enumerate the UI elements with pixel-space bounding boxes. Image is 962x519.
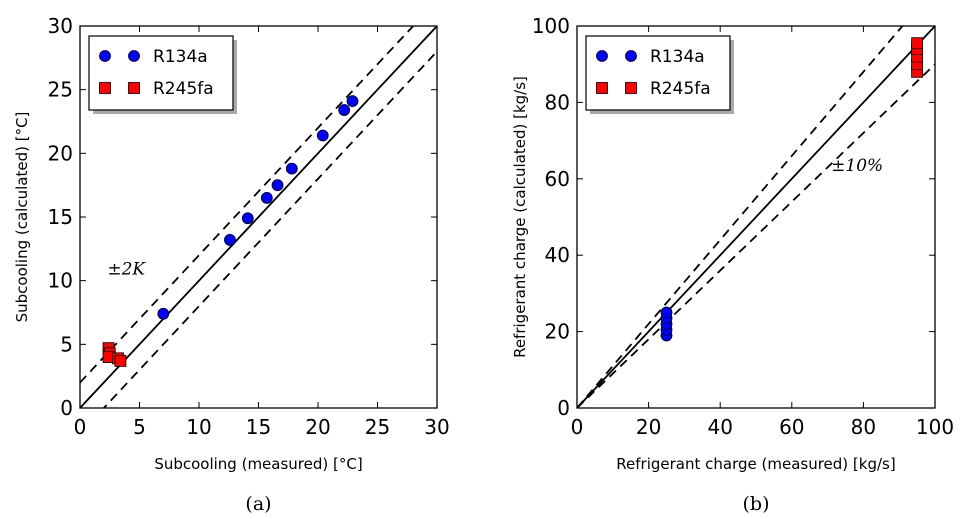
panel-label: (b) — [743, 493, 770, 515]
plot-frame — [576, 25, 936, 409]
legend-marker-r245fa — [128, 82, 140, 94]
legend-label-r245fa: R245fa — [650, 79, 711, 99]
series-r245fa — [911, 37, 923, 78]
x-tick-label: 0 — [571, 415, 584, 439]
chart-panel-1: 0 5 10 15 20 25 30 0 5 10 15 20 25 30 Subcooling (meas… — [13, 14, 450, 515]
x-tick-label: 100 — [916, 415, 954, 439]
y-tick-label: 30 — [48, 14, 73, 38]
x-tick-label: 20 — [305, 415, 330, 439]
legend-box — [585, 35, 731, 111]
reference-lines — [577, 26, 935, 408]
y-tick-label: 15 — [48, 205, 73, 229]
legend-label-r134a: R134a — [153, 47, 208, 67]
y-tick-label: 0 — [60, 396, 73, 420]
legend-marker-r134a — [596, 50, 608, 62]
data-point-r134a — [260, 191, 273, 204]
x-tick-label: 30 — [424, 415, 449, 439]
legend-marker-r245fa — [625, 82, 637, 94]
legend-marker-r134a — [625, 50, 637, 62]
x-axis-label: Subcooling (measured) [°C] — [154, 455, 362, 473]
reference-lines — [80, 26, 437, 408]
chart-panel-2: 0 20 40 60 80 100 0 20 40 60 80 100 Refrigerant char… — [511, 14, 954, 515]
data-point-r134a — [316, 129, 329, 142]
dashed-reference-line — [577, 63, 935, 408]
data-point-r134a — [346, 95, 359, 108]
data-point-r134a — [241, 212, 254, 225]
y-tick-label: 10 — [48, 269, 73, 293]
y-tick-label: 0 — [557, 396, 570, 420]
data-point-r134a — [271, 179, 284, 192]
y-tick-label: 80 — [545, 90, 570, 114]
solid-reference-line — [80, 26, 437, 408]
x-tick-label: 60 — [779, 415, 804, 439]
x-tick-label: 15 — [246, 415, 271, 439]
legend-marker-r134a — [128, 50, 140, 62]
x-tick-label: 10 — [186, 415, 211, 439]
data-point-r134a — [224, 234, 236, 246]
y-axis-label: Refrigerant charge (calculated) [kg/s] — [511, 76, 529, 358]
y-tick-label: 100 — [532, 14, 570, 38]
data-point-r134a — [285, 162, 298, 175]
x-tick-label: 80 — [851, 415, 876, 439]
legend-label-r134a: R134a — [650, 47, 705, 67]
y-axis-label: Subcooling (calculated) [°C] — [13, 112, 31, 323]
series-r134a — [660, 306, 673, 342]
data-point-r245fa — [911, 37, 923, 50]
legend-marker-r134a — [99, 50, 111, 62]
y-tick-label: 20 — [545, 320, 570, 344]
dashed-reference-line — [102, 50, 437, 408]
annotation-text: ±10% — [831, 156, 883, 176]
legend-marker-r245fa — [99, 82, 111, 94]
y-tick-label: 20 — [48, 141, 73, 165]
y-tick-label: 25 — [48, 78, 73, 102]
solid-reference-line — [577, 26, 935, 408]
y-tick-label: 40 — [545, 243, 570, 267]
x-axis-label: Refrigerant charge (measured) [kg/s] — [616, 455, 895, 473]
panel-label: (a) — [245, 493, 271, 515]
x-tick-label: 25 — [365, 415, 390, 439]
legend-box — [88, 35, 234, 111]
x-tick-label: 40 — [707, 415, 732, 439]
dashed-reference-line — [80, 26, 415, 384]
legend-label-r245fa: R245fa — [153, 79, 214, 99]
dashed-reference-line — [577, 26, 904, 408]
data-point-r134a — [157, 307, 170, 320]
y-tick-label: 5 — [60, 332, 73, 356]
x-tick-label: 20 — [636, 415, 661, 439]
x-tick-label: 5 — [133, 415, 146, 439]
series-r134a — [157, 95, 359, 320]
data-point-r134a — [660, 306, 673, 319]
series-r245fa — [102, 342, 127, 367]
annotation-text: ±2K — [107, 259, 146, 279]
legend-marker-r245fa — [596, 82, 608, 94]
y-tick-label: 60 — [545, 167, 570, 191]
legend: R134a R245fa — [88, 35, 237, 114]
x-tick-label: 0 — [74, 415, 87, 439]
legend: R134a R245fa — [585, 35, 734, 114]
data-point-r245fa — [114, 354, 127, 367]
data-point-r134a — [338, 104, 351, 116]
